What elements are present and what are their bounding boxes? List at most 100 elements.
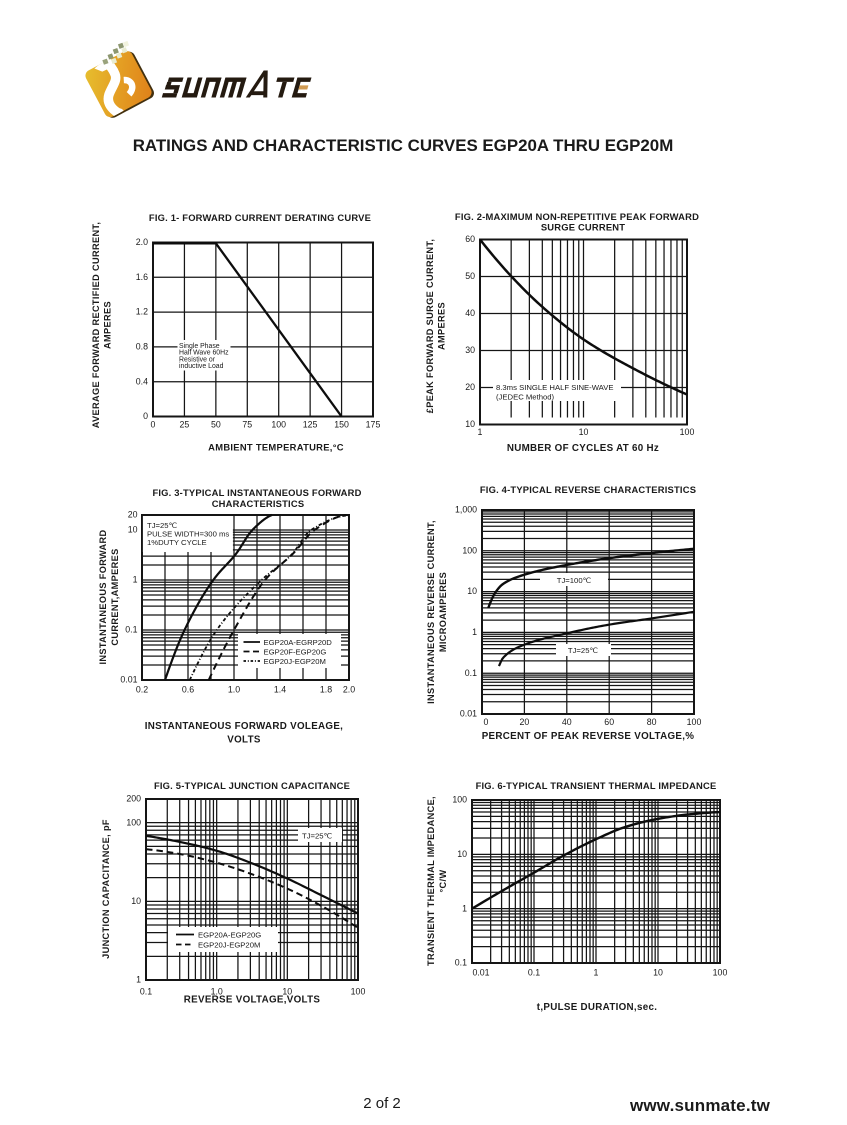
svg-text:Single Phase: Single Phase xyxy=(179,343,220,350)
svg-text:20: 20 xyxy=(465,382,475,392)
svg-text:150: 150 xyxy=(334,420,349,430)
svg-text:30: 30 xyxy=(465,345,475,355)
svg-text:INSTANTANEOUS FORWARD: INSTANTANEOUS FORWARD xyxy=(98,530,108,665)
svg-text:50: 50 xyxy=(465,271,475,281)
svg-text:EGP20J-EGP20M: EGP20J-EGP20M xyxy=(264,657,326,666)
svg-text:FIG. 5-TYPICAL JUNCTION CAPACI: FIG. 5-TYPICAL JUNCTION CAPACITANCE xyxy=(154,780,350,791)
svg-text:0: 0 xyxy=(484,717,489,727)
svg-text:Resistive or: Resistive or xyxy=(179,356,216,363)
svg-text:°C/W: °C/W xyxy=(438,870,448,893)
svg-text:2 of 2: 2 of 2 xyxy=(363,1095,401,1112)
svg-text:200: 200 xyxy=(126,794,141,804)
svg-text:1.6: 1.6 xyxy=(136,272,148,282)
svg-text:10: 10 xyxy=(128,525,138,535)
svg-text:0.1: 0.1 xyxy=(528,968,540,978)
svg-text:1%DUTY CYCLE: 1%DUTY CYCLE xyxy=(147,538,207,547)
svg-text:REVERSE VOLTAGE,VOLTS: REVERSE VOLTAGE,VOLTS xyxy=(184,995,321,1006)
svg-text:NUMBER OF CYCLES AT 60 Hz: NUMBER OF CYCLES AT 60 Hz xyxy=(507,443,659,454)
svg-text:0.01: 0.01 xyxy=(472,968,489,978)
svg-text:JUNCTION CAPACITANCE, pF: JUNCTION CAPACITANCE, pF xyxy=(101,819,111,959)
svg-text:TJ=25℃: TJ=25℃ xyxy=(568,646,599,655)
svg-text:10: 10 xyxy=(131,896,141,906)
svg-text:75: 75 xyxy=(242,420,252,430)
svg-text:1.2: 1.2 xyxy=(136,307,148,317)
svg-text:0.01: 0.01 xyxy=(120,675,137,685)
svg-text:1.4: 1.4 xyxy=(274,685,286,695)
svg-text:TJ=25℃: TJ=25℃ xyxy=(147,521,178,530)
svg-text:20: 20 xyxy=(128,510,138,520)
svg-text:10: 10 xyxy=(579,427,589,437)
svg-text:1: 1 xyxy=(133,575,138,585)
svg-text:0.1: 0.1 xyxy=(465,668,477,678)
svg-text:FIG. 2-MAXIMUM NON-REPETITIVE: FIG. 2-MAXIMUM NON-REPETITIVE PEAK FORWA… xyxy=(455,211,699,222)
svg-text:CURRENT,AMPERES: CURRENT,AMPERES xyxy=(110,548,120,645)
svg-text:50: 50 xyxy=(211,420,221,430)
svg-text:AVERAGE FORWARD RECTIFIED CURR: AVERAGE FORWARD RECTIFIED CURRENT, xyxy=(91,222,101,429)
svg-text:10: 10 xyxy=(465,419,475,429)
svg-text:100: 100 xyxy=(680,427,695,437)
svg-text:TJ=25℃: TJ=25℃ xyxy=(302,832,333,841)
svg-text:AMPERES: AMPERES xyxy=(437,302,447,350)
svg-text:www.sunmate.tw: www.sunmate.tw xyxy=(629,1096,771,1115)
svg-text:100: 100 xyxy=(687,717,702,727)
svg-text:10: 10 xyxy=(653,968,663,978)
svg-text:0.01: 0.01 xyxy=(460,709,477,719)
svg-text:CHARACTERISTICS: CHARACTERISTICS xyxy=(212,498,305,509)
svg-text:INSTANTANEOUS REVERSE CURRENT,: INSTANTANEOUS REVERSE CURRENT, xyxy=(426,520,436,704)
svg-text:AMPERES: AMPERES xyxy=(103,301,113,349)
svg-text:100: 100 xyxy=(351,987,366,997)
svg-text:0.8: 0.8 xyxy=(136,342,148,352)
svg-text:0.1: 0.1 xyxy=(125,625,137,635)
svg-text:175: 175 xyxy=(366,420,381,430)
svg-text:40: 40 xyxy=(562,717,572,727)
svg-text:SURGE CURRENT: SURGE CURRENT xyxy=(541,222,625,233)
svg-text:VOLTS: VOLTS xyxy=(227,735,261,746)
svg-text:inductive Load: inductive Load xyxy=(179,363,224,370)
svg-text:0.4: 0.4 xyxy=(136,376,148,386)
svg-text:PERCENT OF PEAK REVERSE VOLTAG: PERCENT OF PEAK REVERSE VOLTAGE,% xyxy=(482,731,695,742)
svg-text:0.6: 0.6 xyxy=(182,685,194,695)
svg-text:2.0: 2.0 xyxy=(343,685,355,695)
svg-text:0: 0 xyxy=(143,411,148,421)
svg-text:Half Wave 60Hz: Half Wave 60Hz xyxy=(179,350,229,357)
svg-text:60: 60 xyxy=(465,234,475,244)
svg-text:40: 40 xyxy=(465,308,475,318)
svg-text:MICROAMPERES: MICROAMPERES xyxy=(438,572,448,652)
svg-text:100: 100 xyxy=(452,795,467,805)
svg-text:EGP20A-EGRP20D: EGP20A-EGRP20D xyxy=(264,638,333,647)
svg-text:FIG. 3-TYPICAL INSTANTANEOUS F: FIG. 3-TYPICAL INSTANTANEOUS FORWARD xyxy=(152,487,361,498)
svg-text:(JEDEC Method): (JEDEC Method) xyxy=(496,393,555,402)
svg-text:20: 20 xyxy=(520,717,530,727)
svg-text:1: 1 xyxy=(462,903,467,913)
svg-text:1.0: 1.0 xyxy=(228,685,240,695)
svg-text:0.1: 0.1 xyxy=(455,958,467,968)
svg-text:10: 10 xyxy=(457,849,467,859)
svg-text:1: 1 xyxy=(136,975,141,985)
svg-text:60: 60 xyxy=(604,717,614,727)
svg-text:EGP20F-EGP20G: EGP20F-EGP20G xyxy=(264,648,327,657)
svg-text:FIG. 1- FORWARD CURRENT DERATI: FIG. 1- FORWARD CURRENT DERATING CURVE xyxy=(149,212,371,223)
svg-text:FIG. 6-TYPICAL TRANSIENT THERM: FIG. 6-TYPICAL TRANSIENT THERMAL IMPEDAN… xyxy=(476,780,717,791)
svg-text:PULSE WIDTH=300 ms: PULSE WIDTH=300 ms xyxy=(147,530,229,539)
svg-text:1,000: 1,000 xyxy=(455,505,477,515)
svg-text:INSTANTANEOUS FORWARD VOLEAGE,: INSTANTANEOUS FORWARD VOLEAGE, xyxy=(145,721,343,732)
svg-text:FIG. 4-TYPICAL REVERSE CHARACT: FIG. 4-TYPICAL REVERSE CHARACTERISTICS xyxy=(480,484,696,495)
svg-text:1.8: 1.8 xyxy=(320,685,332,695)
svg-text:0.2: 0.2 xyxy=(136,685,148,695)
svg-text:10: 10 xyxy=(282,987,292,997)
svg-text:0.1: 0.1 xyxy=(140,987,152,997)
svg-text:1.0: 1.0 xyxy=(211,987,223,997)
svg-text:AMBIENT TEMPERATURE,°C: AMBIENT TEMPERATURE,°C xyxy=(208,442,344,453)
svg-text:£PEAK FORWARD SURGE CURRENT,: £PEAK FORWARD SURGE CURRENT, xyxy=(425,239,435,414)
svg-text:100: 100 xyxy=(126,817,141,827)
svg-text:10: 10 xyxy=(467,586,477,596)
svg-text:1: 1 xyxy=(472,627,477,637)
svg-text:EGP20J-EGP20M: EGP20J-EGP20M xyxy=(198,941,260,950)
svg-text:1: 1 xyxy=(478,427,483,437)
svg-text:RATINGS AND CHARACTERISTIC CUR: RATINGS AND CHARACTERISTIC CURVES EGP20A… xyxy=(133,136,674,155)
svg-text:80: 80 xyxy=(647,717,657,727)
svg-text:100: 100 xyxy=(462,545,477,555)
svg-text:t,PULSE DURATION,sec.: t,PULSE DURATION,sec. xyxy=(537,1002,657,1013)
svg-text:2.0: 2.0 xyxy=(136,237,148,247)
svg-text:EGP20A-EGP20G: EGP20A-EGP20G xyxy=(198,931,261,940)
